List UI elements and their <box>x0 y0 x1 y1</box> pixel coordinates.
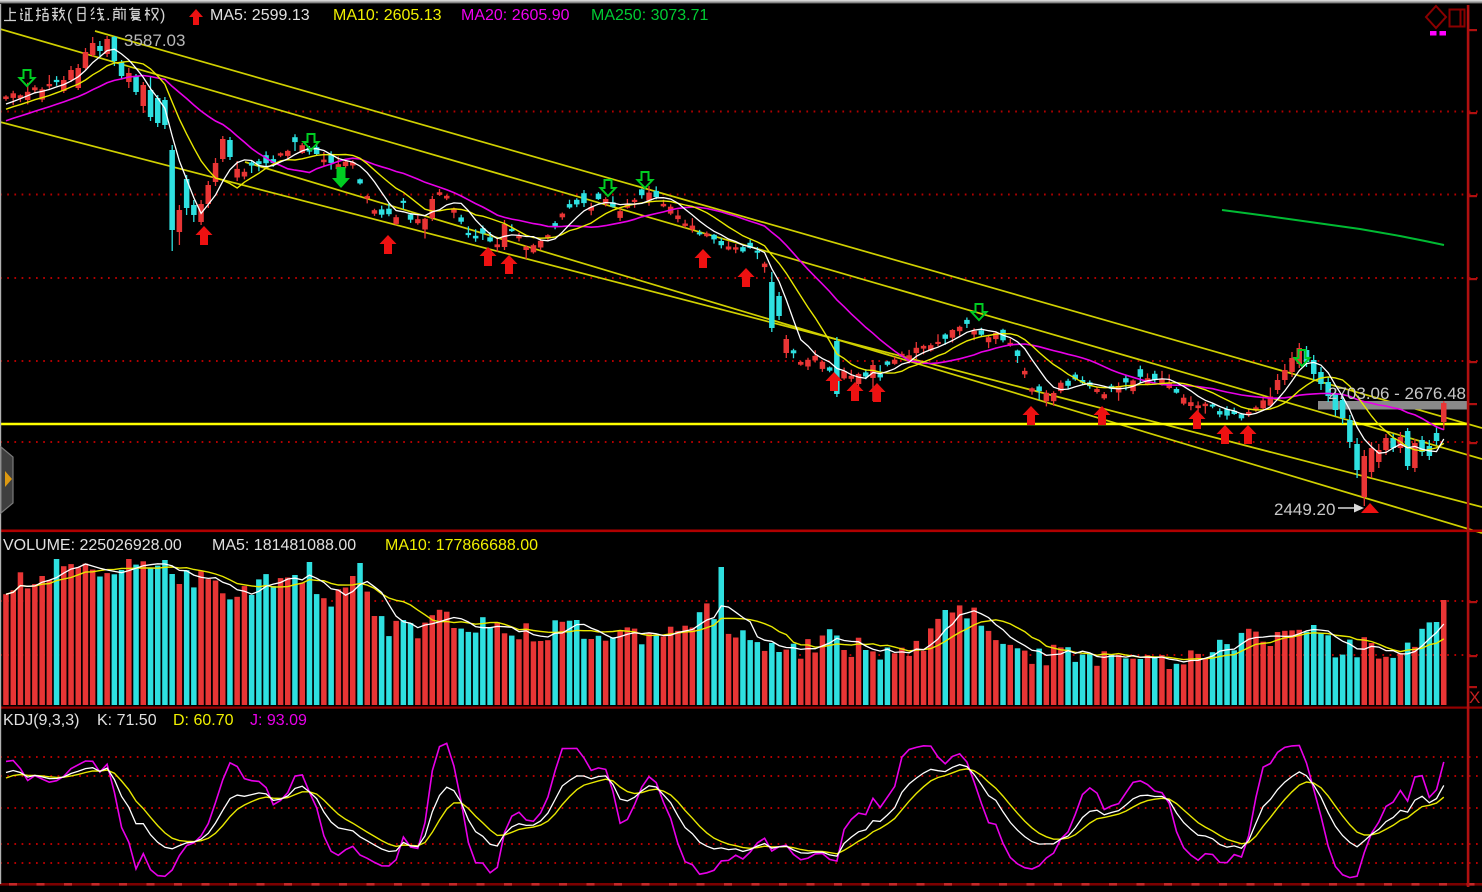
svg-text:MA5: 181481088.00: MA5: 181481088.00 <box>212 537 356 554</box>
svg-text:(: ( <box>67 7 73 24</box>
svg-text:MA5: 2599.13: MA5: 2599.13 <box>210 7 310 24</box>
svg-text:KDJ(9,3,3): KDJ(9,3,3) <box>3 712 79 729</box>
svg-text:MA250: 3073.71: MA250: 3073.71 <box>591 7 709 24</box>
svg-text:3587.03: 3587.03 <box>124 31 185 50</box>
svg-text:2703.06 - 2676.48: 2703.06 - 2676.48 <box>1328 384 1466 403</box>
svg-text:): ) <box>160 7 165 24</box>
svg-text:MA10: 2605.13: MA10: 2605.13 <box>333 7 442 24</box>
svg-text:X: X <box>1469 688 1480 707</box>
svg-text:D: 60.70: D: 60.70 <box>173 712 234 729</box>
svg-text:VOLUME: 225026928.00: VOLUME: 225026928.00 <box>3 537 182 554</box>
svg-text:.: . <box>106 7 110 24</box>
svg-text:MA20: 2605.90: MA20: 2605.90 <box>461 7 570 24</box>
svg-text:MA10: 177866688.00: MA10: 177866688.00 <box>385 537 538 554</box>
svg-text:2449.20: 2449.20 <box>1274 500 1335 519</box>
svg-text:K: 71.50: K: 71.50 <box>97 712 157 729</box>
svg-text:J: 93.09: J: 93.09 <box>250 712 307 729</box>
